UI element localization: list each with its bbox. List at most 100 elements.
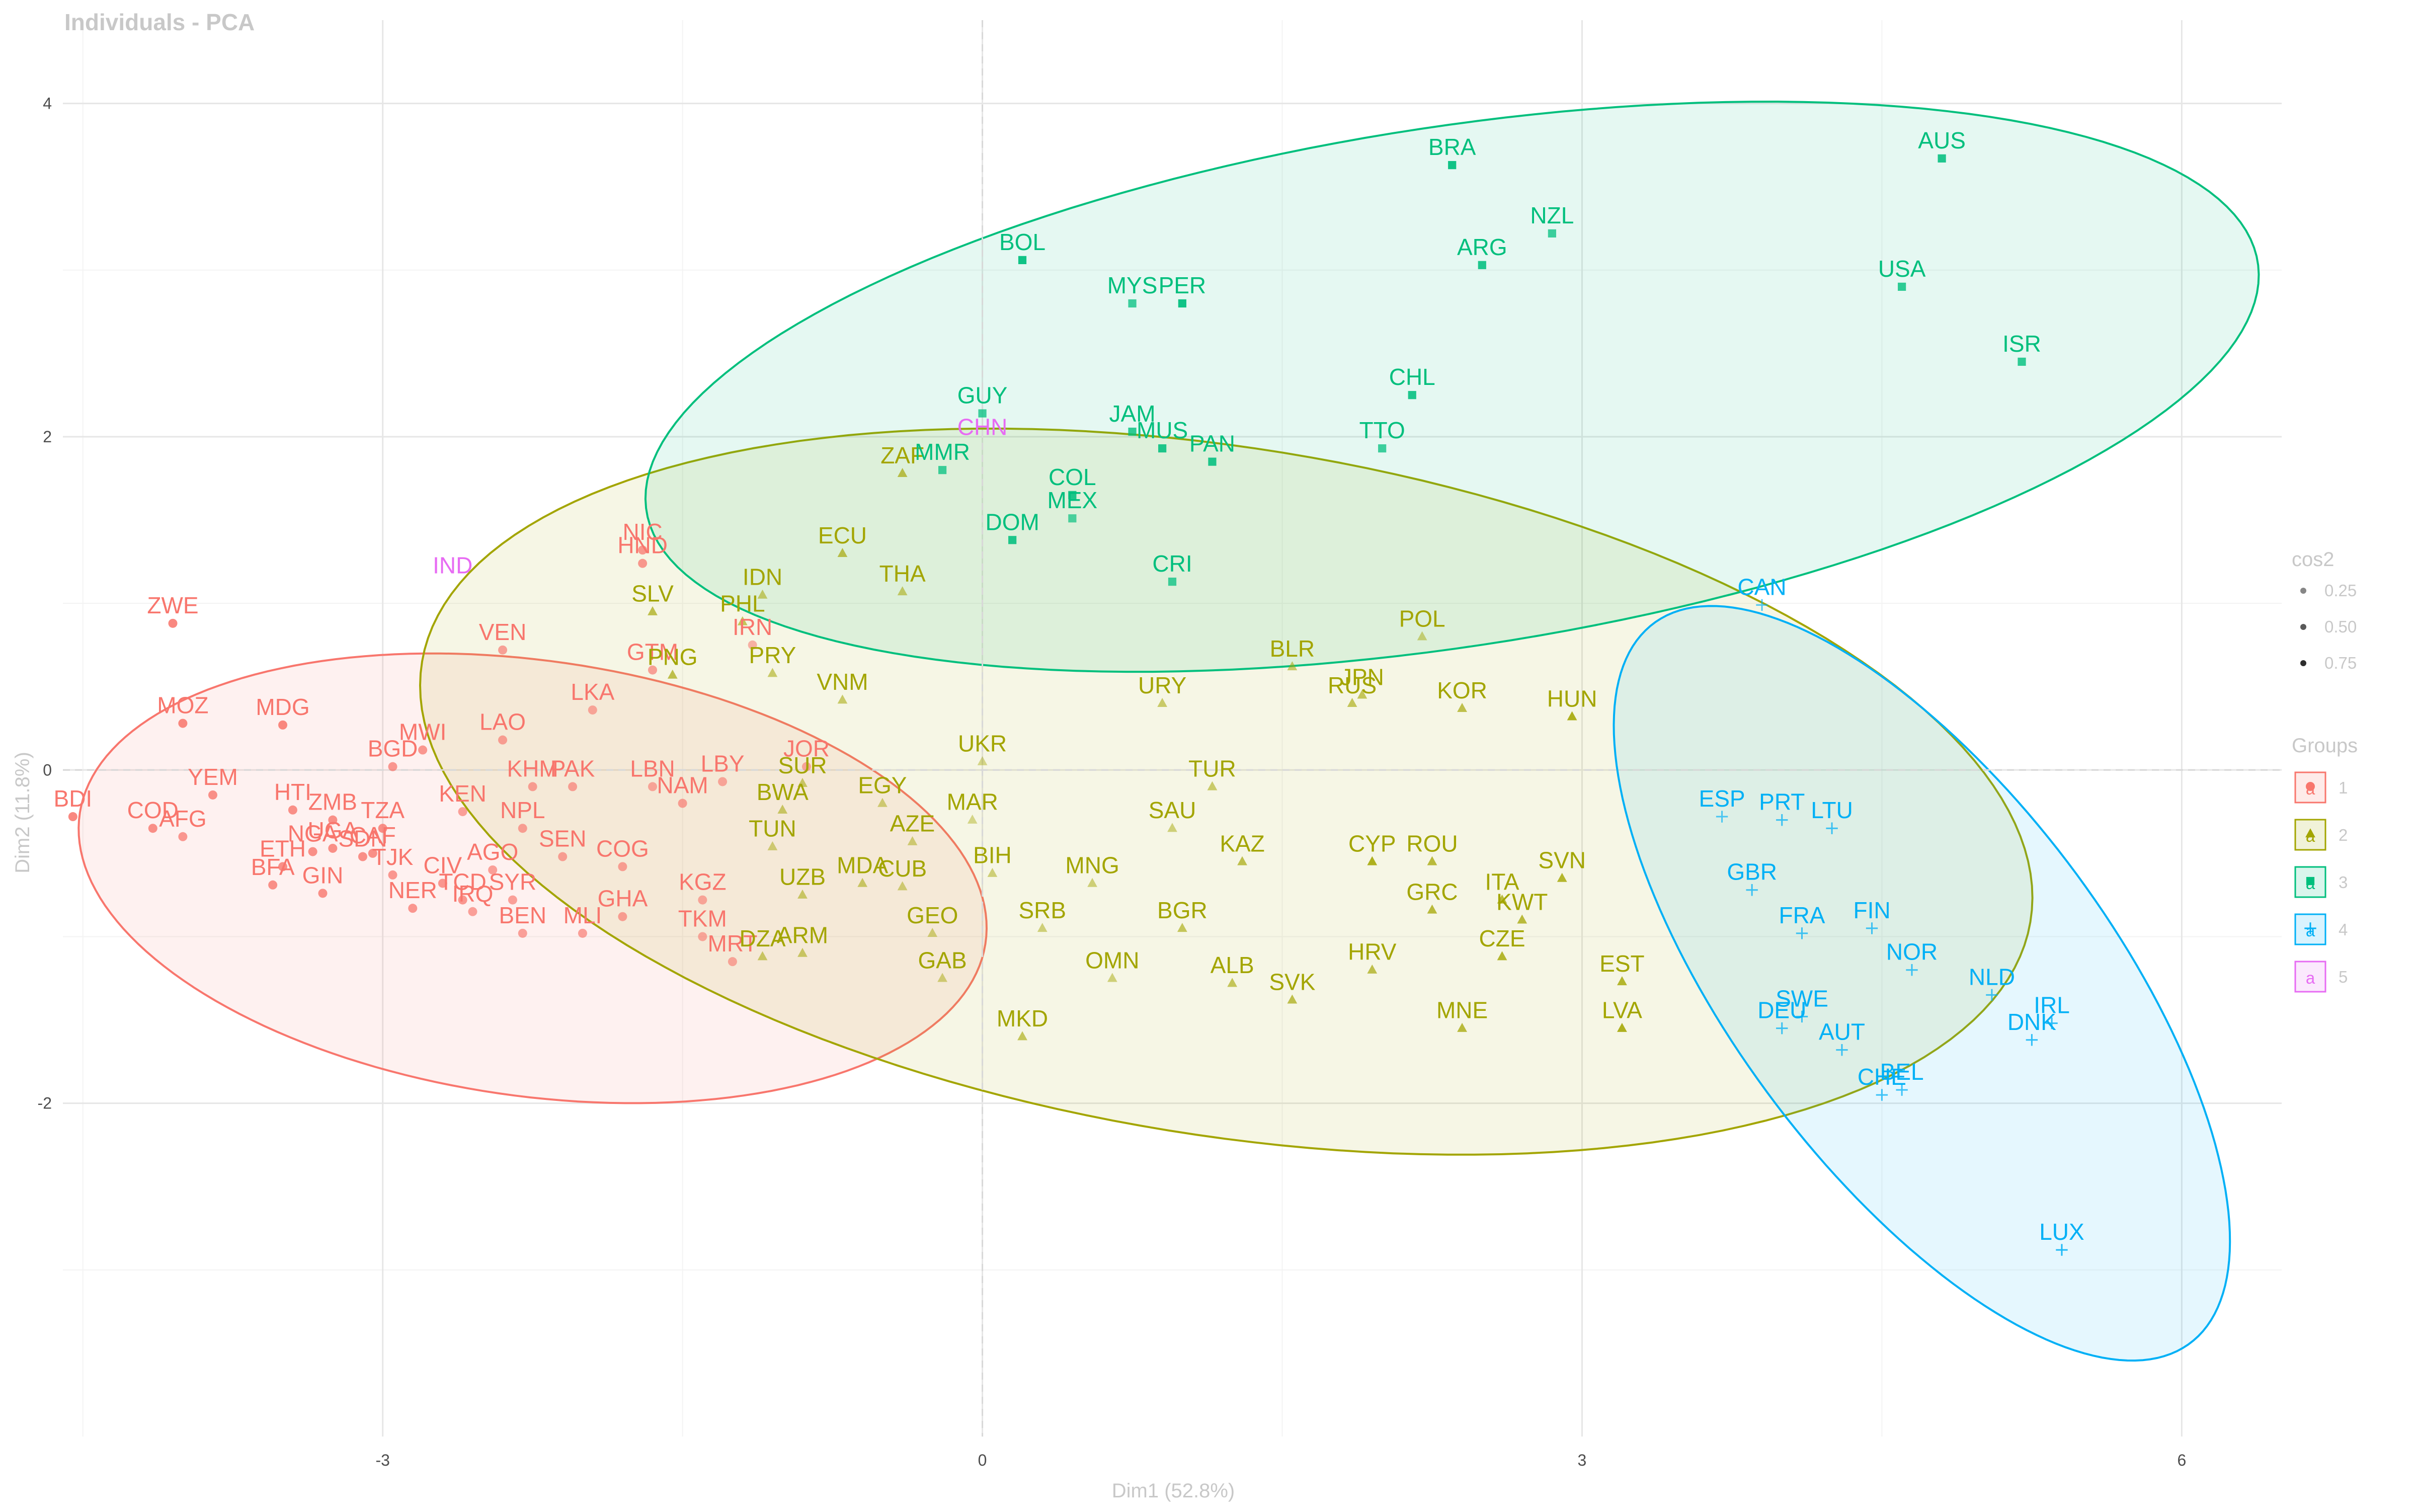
point-lva	[1617, 1022, 1627, 1032]
point-yem	[208, 790, 217, 800]
point-jpn	[1357, 689, 1367, 699]
point-che	[1876, 1089, 1888, 1101]
point-irn	[748, 640, 757, 650]
y-tick-label: 2	[43, 428, 52, 446]
point-nga	[308, 847, 317, 856]
point-label-khm: KHM	[507, 755, 558, 781]
point-zmb	[328, 815, 338, 825]
point-label-mus: MUS	[1137, 417, 1188, 443]
point-tha	[897, 586, 908, 596]
point-mwi	[418, 745, 428, 755]
point-ken	[458, 807, 467, 817]
legend-cos2-label: 0.25	[2324, 581, 2357, 600]
legend-group-label: 3	[2339, 873, 2348, 892]
point-label-lka: LKA	[571, 679, 614, 705]
point-label-fra: FRA	[1779, 902, 1825, 928]
point-label-idn: IDN	[743, 564, 782, 590]
point-aut	[1836, 1044, 1848, 1056]
y-tick-label: 0	[43, 761, 52, 779]
point-label-tun: TUN	[749, 816, 796, 842]
legend-group-marker	[2305, 828, 2315, 838]
point-mar	[967, 814, 978, 824]
point-tza	[378, 824, 387, 833]
point-esp	[1716, 811, 1728, 823]
point-label-nld: NLD	[1969, 964, 2015, 990]
point-label-lva: LVA	[1602, 997, 1642, 1023]
point-label-chn: CHN	[957, 414, 1008, 440]
point-jam	[1128, 427, 1137, 436]
point-hti	[288, 805, 297, 815]
point-label-cri: CRI	[1152, 550, 1192, 577]
point-label-jam: JAM	[1109, 401, 1156, 427]
point-label-dom: DOM	[985, 509, 1039, 535]
point-label-zaf: ZAF	[880, 442, 924, 468]
point-ben	[518, 928, 527, 938]
axes-layer: -3 0 3 6 -2 0 2 4	[38, 95, 2187, 1469]
point-label-ken: KEN	[439, 780, 487, 807]
point-fin	[1866, 922, 1878, 934]
point-can	[1756, 599, 1768, 611]
point-label-zmb: ZMB	[308, 789, 357, 815]
point-label-irq: IRQ	[452, 881, 494, 907]
point-label-uzb: UZB	[779, 864, 826, 890]
point-label-hrv: HRV	[1348, 939, 1397, 965]
point-ita	[1497, 894, 1507, 904]
point-label-syr: SYR	[489, 869, 537, 895]
legend: cos2 Groups 0.25 0.50 0.75 a 1 a 2 a 3 a 4 a 5	[2292, 548, 2358, 993]
point-label-cyp: CYP	[1348, 830, 1396, 856]
point-srb	[1037, 923, 1048, 932]
point-mkd	[1017, 1031, 1027, 1041]
point-label-sur: SUR	[778, 752, 827, 778]
point-label-nga: NGA	[288, 821, 338, 847]
point-label-srb: SRB	[1018, 897, 1066, 923]
group-4-ellipse	[1613, 605, 2231, 1362]
point-uga	[328, 843, 338, 853]
point-dnk	[2026, 1034, 2038, 1046]
point-label-tur: TUR	[1188, 755, 1236, 781]
point-label-bfa: BFA	[251, 854, 295, 880]
point-svk	[1287, 994, 1298, 1004]
point-grc	[1427, 904, 1437, 914]
point-per	[1178, 299, 1186, 308]
point-label-mli: MLI	[564, 902, 602, 928]
point-isr	[2018, 357, 2026, 366]
y-tick-label: 4	[43, 95, 52, 113]
legend-group-label: 2	[2339, 826, 2348, 844]
point-cog	[618, 862, 627, 871]
legend-groups-title: Groups	[2292, 735, 2358, 757]
point-lbn	[648, 782, 658, 791]
point-khm	[528, 782, 537, 791]
point-label-bol: BOL	[999, 229, 1045, 255]
point-label-arm: ARM	[777, 922, 828, 948]
point-label-aze: AZE	[890, 811, 935, 837]
point-label-fin: FIN	[1853, 897, 1890, 923]
point-lka	[588, 705, 597, 715]
point-dom	[1008, 536, 1017, 544]
point-mne	[1457, 1022, 1467, 1032]
point-uzb	[797, 889, 808, 899]
legend-group-glyph: a	[2306, 969, 2315, 987]
point-label-bra: BRA	[1428, 134, 1476, 160]
point-label-est: EST	[1599, 950, 1644, 977]
legend-group-label: 4	[2339, 920, 2348, 939]
point-fra	[1796, 927, 1808, 939]
point-sau	[1167, 823, 1177, 832]
point-label-cog: COG	[596, 835, 649, 861]
point-tcd	[458, 895, 467, 905]
point-label-prt: PRT	[1759, 789, 1805, 815]
y-tick-label: -2	[38, 1094, 52, 1112]
point-label-tza: TZA	[361, 797, 405, 823]
point-label-kwt: KWT	[1496, 889, 1548, 915]
point-label-zwe: ZWE	[147, 592, 198, 618]
point-label-sdn: SDN	[338, 826, 387, 852]
point-hnd	[638, 559, 648, 568]
point-label-tkm: TKM	[678, 905, 727, 931]
legend-group-glyph: a	[2306, 874, 2315, 893]
point-caf	[368, 848, 377, 858]
point-label-afg: AFG	[159, 806, 207, 832]
point-label-civ: CIV	[424, 852, 462, 878]
point-label-bgr: BGR	[1157, 897, 1208, 923]
group-2-ellipse	[419, 427, 2034, 1156]
point-mys	[1128, 299, 1137, 308]
point-usa	[1898, 282, 1906, 291]
